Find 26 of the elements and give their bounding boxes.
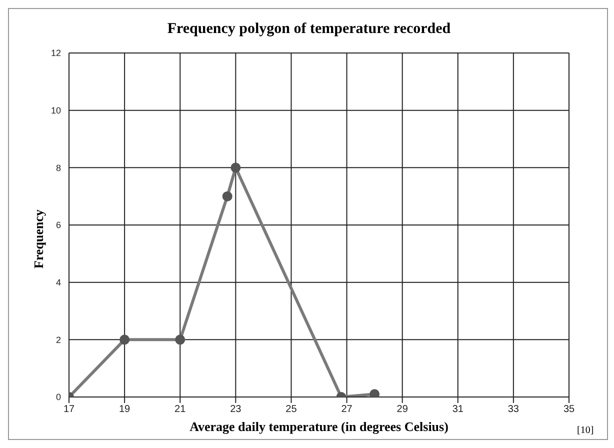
x-tick-label: 19 <box>118 404 131 416</box>
x-tick-label: 35 <box>563 404 575 416</box>
point <box>370 389 380 397</box>
chart-title: Frequency polygon of temperature recorded <box>166 21 452 38</box>
point <box>222 191 232 202</box>
x-tick-label: 27 <box>341 404 353 416</box>
x-tick-label: 23 <box>230 404 242 416</box>
point <box>175 334 186 345</box>
y-tick-label: 10 <box>50 106 61 116</box>
y-tick-label: 0 <box>56 392 61 402</box>
y-tick-label: 2 <box>56 334 61 345</box>
x-tick-label: 31 <box>452 404 464 416</box>
x-tick-label: 33 <box>508 404 520 416</box>
point <box>230 162 241 173</box>
x-axis-title: Average daily temperature (in degrees Celsius) <box>188 419 450 435</box>
x-tick-label: 21 <box>174 404 186 416</box>
y-tick-label: 4 <box>56 278 61 288</box>
y-tick-label: 12 <box>50 48 61 58</box>
x-tick-label: 29 <box>396 404 408 416</box>
x-tick-label: 17 <box>63 404 75 416</box>
text: [10] <box>577 425 594 436</box>
point <box>120 334 130 345</box>
x-tick-label: 25 <box>286 404 298 416</box>
y-tick-label: 6 <box>56 220 61 230</box>
y-axis-title: Frequency <box>31 210 47 268</box>
y-tick-label: 8 <box>56 162 61 173</box>
